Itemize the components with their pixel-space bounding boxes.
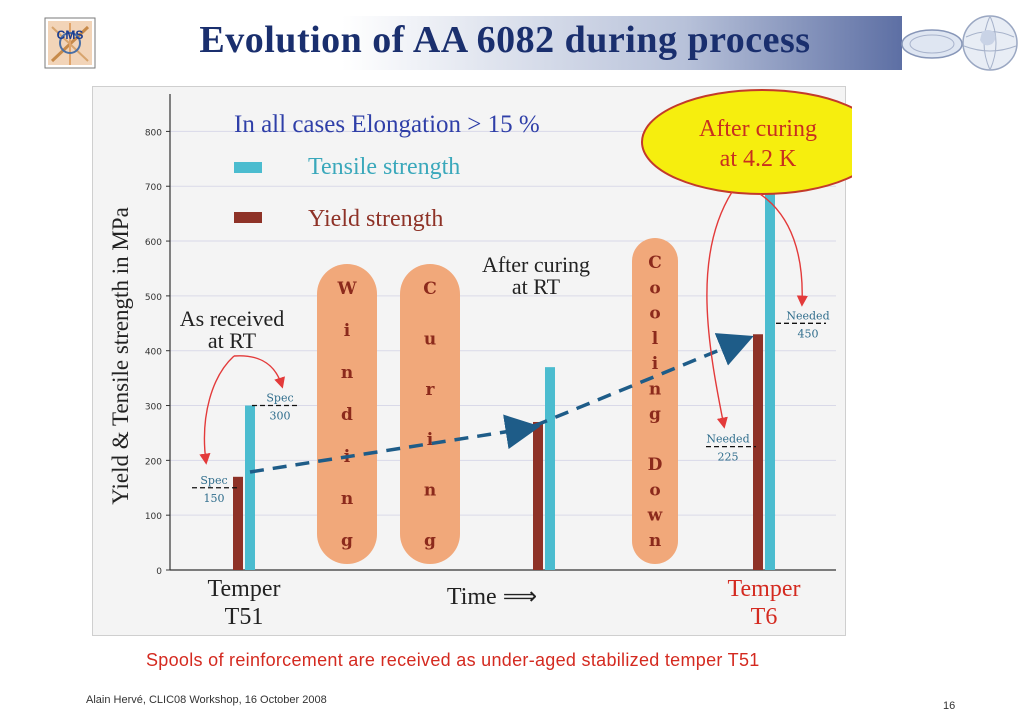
y-tick-label: 200 [145,457,162,467]
callout-arrow-right [759,193,808,307]
annotation-curing-rt-line2: at RT [512,274,561,299]
x-label-end-line1: Temper [728,576,801,602]
process-step-letter: i [427,430,434,450]
process-step-letter: n [649,379,661,399]
process-step-bubble [400,264,460,564]
axis-layer: 0 100 200 300 400 500 600 700 800 [145,94,836,577]
header-bar [40,16,902,70]
trend-arrow-1 [249,414,541,474]
process-step-letter: D [648,455,663,475]
cms-logo-icon: CMS [44,17,96,69]
caption: Spools of reinforcement are received as … [146,650,760,670]
annotation-received: As received at RT [180,306,285,465]
bar-yield [753,334,763,570]
threshold-title: Spec [200,474,227,487]
x-label-start-line1: Temper [208,576,281,602]
y-tick-label: 300 [145,403,162,413]
annotation-curing-4k: After curing at 4.2 K [641,89,852,429]
svg-text:CMS: CMS [57,28,84,42]
bar-layer [233,194,775,570]
x-label-start-line2: T51 [225,604,264,630]
process-step-letter: w [647,506,663,526]
annotation-received-arrow-right [233,355,285,389]
x-label-end-line2: T6 [751,604,778,630]
legend-label-tensile: Tensile strength [308,154,460,180]
threshold-title: Needed [786,309,829,322]
annotation-curing-4k-line2: at 4.2 K [720,146,797,172]
process-step-letter: o [649,480,660,500]
process-step-letter: o [649,304,660,324]
annotation-received-line1: As received [180,306,284,331]
y-tick-label: 0 [156,567,162,577]
process-step-bubble [632,238,678,564]
process-step-bubble [317,264,377,564]
page-number: 16 [943,700,956,712]
process-step-letter: g [341,531,353,551]
process-steps: WindingCuringCoolingDown [317,238,678,564]
legend-heading: In all cases Elongation > 15 % [234,111,540,138]
lab-globe-logo-icon [901,15,1018,71]
process-step-letter: g [424,531,436,551]
threshold-value: 225 [718,451,739,464]
annotation-curing-rt-line1: After curing [482,252,590,277]
page-title: Evolution of AA 6082 during process [199,19,811,61]
process-step-letter: u [424,329,436,349]
process-step-letter: C [423,279,437,299]
bar-yield [533,421,543,570]
trend-arrows [249,333,754,474]
threshold-value: 450 [798,327,819,340]
annotation-received-line2: at RT [208,328,257,353]
y-tick-label: 700 [145,183,162,193]
process-step-letter: d [341,405,353,425]
threshold-title: Needed [706,433,749,446]
legend-label-yield: Yield strength [308,206,443,232]
process-step-letter: i [344,321,351,341]
process-step-letter: C [648,253,662,273]
trend-arrow-2 [533,333,754,428]
y-tick-label: 800 [145,128,162,138]
bar-tensile [245,405,255,570]
process-step-letter: o [649,278,660,298]
process-step-letter: n [649,531,661,551]
callout-bubble [641,89,852,195]
annotation-curing-rt: After curing at RT [482,252,590,299]
footer-credit: Alain Hervé, CLIC08 Workshop, 16 October… [86,694,327,706]
y-tick-label: 100 [145,512,162,522]
process-step-letter: i [652,354,659,374]
x-axis-label: Time ⟹ [447,584,537,610]
process-step-letter: n [424,481,436,501]
y-axis-label: Yield & Tensile strength in MPa [108,207,133,505]
grid-layer [170,130,836,571]
process-step-letter: n [341,489,353,509]
process-step-letter: n [341,363,353,383]
annotation-received-arrow-left [199,355,235,465]
process-step-letter: l [652,329,659,349]
process-step-letter: r [426,380,436,400]
threshold-value: 300 [270,410,291,423]
process-step-letter: g [649,405,661,425]
legend: In all cases Elongation > 15 % Tensile s… [234,111,540,232]
threshold-title: Spec [266,392,293,405]
bar-tensile [765,194,775,570]
chart: 0 100 200 300 400 500 600 700 800 Yield & Tensil… [108,89,852,630]
y-tick-label: 500 [145,293,162,303]
legend-swatch-yield [234,212,262,223]
bar-tensile [545,367,555,570]
process-step-letter: W [336,279,357,299]
y-tick-label: 400 [145,348,162,358]
legend-swatch-tensile [234,162,262,173]
x-labels: Temper T51 Time ⟹ Temper T6 [208,576,801,630]
threshold-value: 150 [204,492,225,505]
y-tick-label: 600 [145,238,162,248]
annotation-curing-4k-line1: After curing [699,116,817,142]
callout-arrow-left [706,191,733,429]
bar-yield [233,476,243,570]
threshold-layer: Spec 150 Spec 300 Needed 225 Needed 450 [192,309,830,505]
